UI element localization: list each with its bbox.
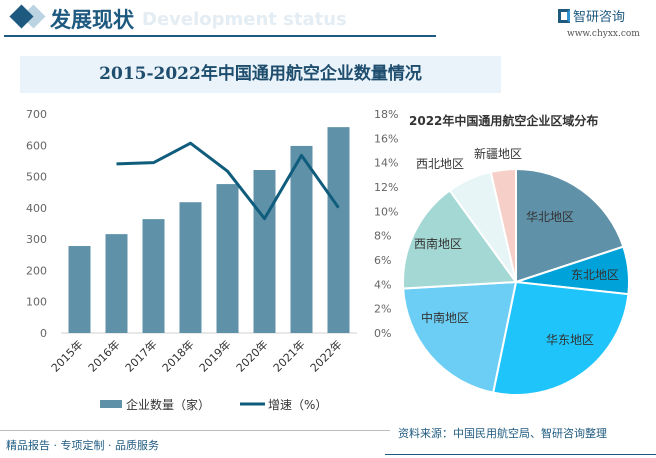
section-subtitle: Development status — [142, 9, 347, 30]
x-tick-label: 2022年 — [307, 337, 344, 374]
pie-slice — [402, 189, 518, 290]
x-tick-label: 2020年 — [233, 337, 270, 374]
legend-bar-swatch — [100, 400, 122, 408]
x-tick-label: 2019年 — [196, 337, 233, 374]
pie-title: 2022年中国通用航空企业区域分布 — [409, 114, 599, 128]
right-tick-label: 0% — [374, 327, 391, 340]
section-header: 发展现状 Development status 智研咨询 www.chyxx.c… — [0, 0, 656, 40]
bar — [253, 170, 276, 333]
footer-divider — [0, 430, 390, 431]
x-tick-label: 2018年 — [159, 337, 196, 374]
pie-slice-label: 中南地区 — [421, 310, 469, 325]
header-divider — [4, 35, 436, 37]
right-tick-label: 16% — [374, 132, 398, 145]
left-tick-label: 400 — [26, 202, 47, 215]
legend-line-label: 增速（%） — [268, 398, 327, 412]
bar — [290, 145, 313, 333]
pie-slice — [515, 167, 625, 284]
left-tick-label: 200 — [26, 264, 47, 277]
left-tick-label: 300 — [26, 233, 47, 246]
left-tick-label: 100 — [26, 296, 47, 309]
brand-logo: 智研咨询 — [558, 6, 625, 25]
x-tick-label: 2017年 — [122, 337, 159, 374]
bar — [68, 246, 91, 333]
pie-slice-label: 华东地区 — [546, 333, 594, 347]
source-divider — [385, 454, 656, 455]
section-title: 发展现状 — [50, 8, 134, 32]
right-tick-label: 18% — [374, 108, 398, 121]
right-tick-label: 12% — [374, 181, 398, 194]
logo-text: 智研咨询 — [573, 10, 626, 25]
right-tick-label: 4% — [374, 278, 391, 291]
left-tick-label: 0 — [40, 327, 47, 340]
bar — [327, 127, 350, 333]
legend-bar-label: 企业数量（家） — [126, 397, 210, 412]
pie-slice-label: 西北地区 — [416, 157, 464, 171]
pie-slice — [489, 167, 517, 283]
bar — [142, 219, 165, 333]
right-tick-label: 2% — [374, 303, 391, 316]
right-tick-label: 6% — [374, 254, 391, 267]
pie-slice-label: 新疆地区 — [474, 146, 522, 161]
x-tick-label: 2015年 — [48, 337, 85, 374]
logo-icon — [558, 9, 570, 23]
pie-slice-label: 西南地区 — [414, 236, 462, 251]
growth-line — [116, 141, 340, 221]
pie-slice-label: 东北地区 — [571, 268, 619, 282]
right-tick-label: 10% — [374, 205, 398, 218]
right-tick-label: 14% — [374, 157, 398, 170]
x-tick-label: 2021年 — [270, 337, 307, 374]
right-tick-label: 8% — [374, 230, 391, 243]
left-tick-label: 600 — [26, 139, 47, 152]
site-url: www.chyxx.com — [567, 29, 640, 39]
x-tick-label: 2016年 — [85, 337, 122, 374]
bar — [216, 184, 239, 333]
pie-slice — [491, 280, 630, 396]
left-tick-label: 500 — [26, 171, 47, 184]
pie-slice-label: 华北地区 — [526, 210, 574, 224]
source-note: 资料来源：中国民用航空局、智研咨询整理 — [398, 427, 607, 440]
chart-title-bar: 2015-2022年中国通用航空企业数量情况 — [20, 56, 501, 93]
pie-slice — [402, 280, 518, 394]
footer-tagline: 精品报告 · 专项定制 · 品质服务 — [6, 439, 159, 452]
bar — [105, 234, 128, 333]
bar — [179, 202, 202, 333]
left-tick-label: 700 — [26, 108, 47, 121]
chart-title: 2015-2022年中国通用航空企业数量情况 — [99, 64, 422, 84]
